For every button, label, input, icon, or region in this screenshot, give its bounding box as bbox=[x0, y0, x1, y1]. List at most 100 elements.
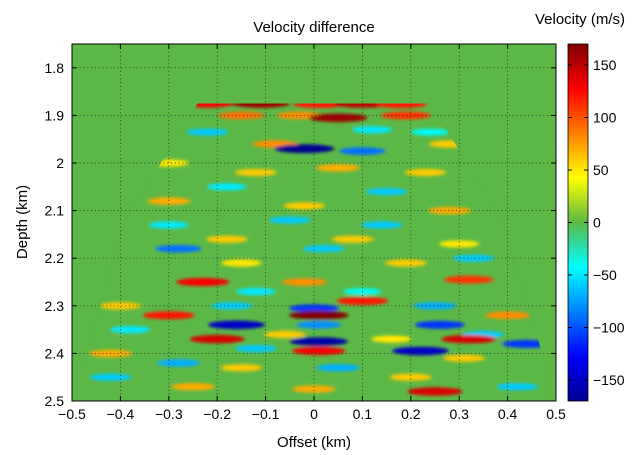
velocity-anomaly bbox=[288, 304, 340, 313]
velocity-anomaly bbox=[360, 221, 403, 229]
colorbar-tick-label: −100 bbox=[593, 320, 625, 336]
velocity-anomaly bbox=[443, 354, 485, 362]
colorbar-title: Velocity (m/s) bbox=[535, 11, 625, 28]
velocity-anomaly bbox=[142, 311, 195, 320]
velocity-anomaly bbox=[289, 337, 348, 346]
velocity-anomaly bbox=[155, 244, 202, 253]
velocity-anomaly bbox=[407, 387, 463, 396]
velocity-anomaly bbox=[235, 287, 276, 296]
grid-lines bbox=[72, 44, 556, 401]
velocity-anomaly bbox=[496, 383, 539, 391]
colorbar-tick-label: 100 bbox=[593, 110, 617, 126]
velocity-anomaly bbox=[89, 373, 132, 381]
velocity-anomaly bbox=[413, 302, 457, 310]
colorbar-tick-label: −150 bbox=[593, 372, 625, 388]
y-tick-labels: 1.8 1.9 2 2.1 2.2 2.3 2.4 2.5 bbox=[45, 60, 65, 409]
velocity-anomaly bbox=[231, 103, 290, 108]
velocity-anomaly bbox=[110, 326, 151, 334]
velocity-anomaly bbox=[292, 385, 336, 393]
velocity-anomaly bbox=[443, 275, 494, 284]
velocity-anomaly bbox=[302, 245, 345, 253]
velocity-anomaly bbox=[316, 164, 361, 172]
y-tick-label: 2 bbox=[56, 155, 64, 171]
velocity-anomaly bbox=[156, 359, 201, 367]
velocity-anomaly bbox=[186, 128, 229, 136]
x-tick-label: −0.5 bbox=[58, 406, 86, 422]
velocity-anomaly bbox=[221, 259, 262, 267]
axis-ticks bbox=[71, 44, 557, 402]
heatmap-plot-area bbox=[71, 43, 557, 402]
velocity-anomaly bbox=[452, 254, 495, 262]
x-tick-label: −0.1 bbox=[252, 406, 280, 422]
x-tick-label: 0.2 bbox=[401, 406, 421, 422]
velocity-anomaly bbox=[235, 168, 277, 177]
velocity-anomaly bbox=[208, 320, 265, 330]
velocity-anomaly bbox=[274, 144, 335, 154]
y-tick-label: 2.3 bbox=[45, 298, 65, 314]
velocity-anomaly bbox=[171, 383, 215, 391]
velocity-anomaly bbox=[206, 183, 247, 191]
x-tick-label: −0.3 bbox=[155, 406, 183, 422]
velocity-anomaly bbox=[485, 311, 531, 320]
velocity-anomaly bbox=[176, 277, 230, 287]
colorbar: 150 100 50 0 −50 −100 −150 Velocity (m/s) bbox=[535, 11, 625, 402]
y-tick-label: 2.1 bbox=[45, 203, 65, 219]
velocity-anomaly bbox=[296, 321, 342, 329]
velocity-anomaly bbox=[427, 206, 472, 215]
velocity-anomaly bbox=[292, 103, 345, 108]
velocity-anomaly bbox=[352, 126, 393, 134]
velocity-anomaly bbox=[281, 278, 327, 286]
velocity-anomaly bbox=[235, 345, 277, 353]
velocity-anomaly bbox=[385, 259, 427, 267]
velocity-anomaly bbox=[392, 346, 449, 356]
velocity-anomaly bbox=[336, 297, 389, 305]
velocity-anomaly bbox=[371, 335, 412, 343]
velocity-anomaly bbox=[439, 240, 480, 248]
velocity-anomaly bbox=[375, 103, 428, 108]
x-tick-labels: −0.5 −0.4 −0.3 −0.2 −0.1 0 0.1 0.2 0.3 0.4 0.5 bbox=[58, 406, 566, 422]
velocity-anomaly bbox=[99, 302, 142, 310]
x-tick-label: 0.1 bbox=[353, 406, 373, 422]
x-axis-label: Offset (km) bbox=[277, 434, 351, 451]
velocity-anomaly bbox=[264, 330, 306, 338]
velocity-anomaly bbox=[292, 346, 346, 356]
data-region bbox=[81, 103, 547, 402]
x-tick-label: −0.4 bbox=[107, 406, 135, 422]
y-axis-label: Depth (km) bbox=[14, 185, 31, 259]
velocity-anomaly bbox=[389, 373, 432, 381]
x-tick-label: 0 bbox=[310, 406, 318, 422]
velocity-anomaly bbox=[410, 128, 450, 136]
velocity-anomaly bbox=[414, 320, 465, 329]
y-tick-label: 1.9 bbox=[45, 107, 65, 123]
colorbar-tick-label: 0 bbox=[593, 215, 601, 231]
x-tick-label: 0.4 bbox=[498, 406, 518, 422]
chart-title: Velocity difference bbox=[253, 19, 374, 36]
velocity-anomaly bbox=[288, 310, 349, 320]
velocity-anomaly bbox=[283, 202, 326, 210]
y-tick-label: 2.4 bbox=[45, 345, 65, 361]
velocity-anomaly bbox=[148, 221, 189, 229]
velocity-anomaly bbox=[316, 364, 361, 372]
velocity-anomaly bbox=[334, 103, 391, 108]
colorbar-tick-label: 50 bbox=[593, 162, 609, 178]
velocity-anomaly bbox=[189, 334, 245, 344]
x-tick-label: 0.5 bbox=[546, 406, 566, 422]
velocity-anomaly bbox=[331, 235, 374, 243]
velocity-anomaly bbox=[365, 188, 408, 196]
y-tick-label: 2.5 bbox=[45, 393, 65, 409]
velocity-anomaly bbox=[218, 111, 265, 120]
anomaly-layer bbox=[88, 103, 547, 396]
y-tick-label: 1.8 bbox=[45, 60, 65, 76]
velocity-anomaly bbox=[147, 197, 191, 205]
colorbar-tick-label: 150 bbox=[593, 57, 617, 73]
velocity-anomaly bbox=[309, 113, 368, 123]
x-tick-label: −0.2 bbox=[203, 406, 231, 422]
velocity-anomaly bbox=[206, 235, 248, 243]
velocity-anomaly bbox=[380, 111, 432, 120]
y-tick-label: 2.2 bbox=[45, 250, 65, 266]
velocity-anomaly bbox=[268, 216, 311, 224]
velocity-anomaly bbox=[220, 364, 263, 372]
x-tick-label: 0.3 bbox=[449, 406, 469, 422]
colorbar-ticks: 150 100 50 0 −50 −100 −150 bbox=[568, 57, 625, 388]
